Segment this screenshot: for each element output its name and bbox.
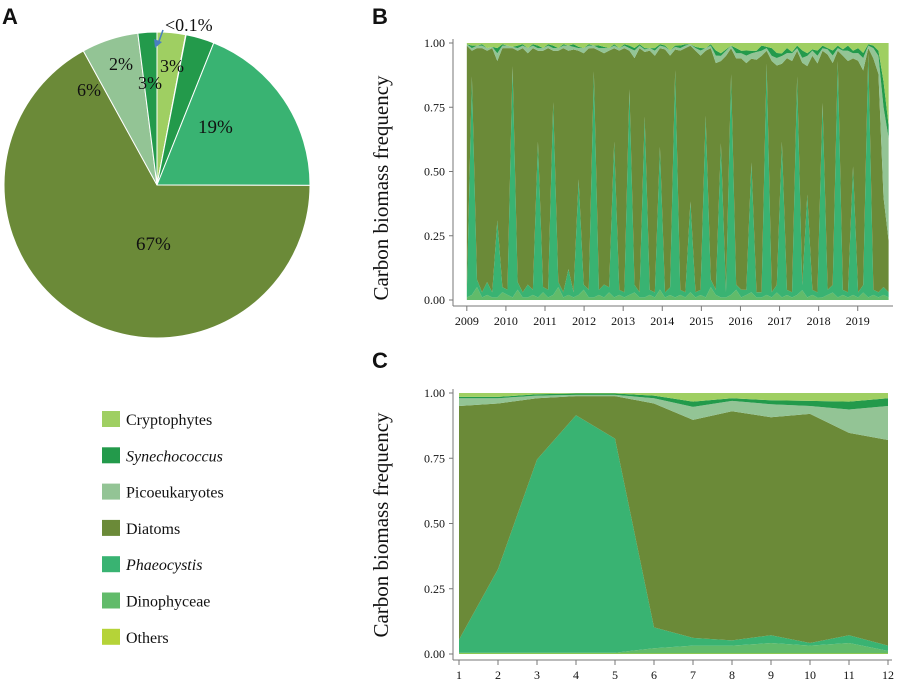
c-area-picoeukaryotes — [459, 394, 888, 440]
legend-label-picoeukaryotes: Picoeukaryotes — [126, 485, 224, 502]
b-ytick-label: 1.00 — [424, 36, 445, 50]
c-xtick-label: 2 — [495, 668, 501, 682]
b-area-phaeocystis — [466, 53, 889, 298]
c-xtick-label: 3 — [534, 668, 540, 682]
b-area-dinophyceae — [466, 287, 889, 300]
c-area-dinophyceae — [459, 643, 888, 654]
panel-b-area-chart: 0.00 0.25 0.50 0.75 1.00 2009 2010 2011 2012 2013… — [369, 36, 893, 328]
c-area-cryptophytes — [459, 393, 888, 402]
legend-label-others: Others — [126, 630, 169, 647]
c-ytick-label: 1.00 — [424, 386, 445, 400]
legend-label-cryptophytes: Cryptophytes — [126, 412, 212, 429]
b-xtick-label: 2018 — [807, 314, 831, 328]
pie-slice-phaeocystis-3 — [156, 42, 311, 186]
b-xtick-label: 2012 — [572, 314, 596, 328]
c-xtick-label: 4 — [573, 668, 579, 682]
panel-letter-c: C — [372, 348, 388, 373]
c-ytick-label: 0.75 — [424, 451, 445, 465]
c-xtick-label: 1 — [456, 668, 462, 682]
c-xtick-label: 8 — [729, 668, 735, 682]
c-ytick-label: 0.25 — [424, 582, 445, 596]
b-xtick-label: 2010 — [494, 314, 518, 328]
b-ytick-label: 0.75 — [424, 100, 445, 114]
pie-slice-diatoms-4 — [3, 50, 311, 339]
c-ytick-label: 0.00 — [424, 647, 445, 661]
b-xtick-label: 2009 — [455, 314, 479, 328]
pie-label-others-tiny: <0.1% — [165, 15, 213, 35]
legend: Cryptophytes Synechococcus Picoeukaryotes D… — [102, 411, 224, 647]
b-areas — [466, 43, 889, 300]
c-xtick-label: 5 — [612, 668, 618, 682]
c-axes: 0.000.250.500.751.001 2 3 4 5 6 7 8 9 10 11 12 — [424, 386, 894, 682]
pie-chart — [3, 31, 311, 339]
legend-swatch-phaeocystis — [102, 556, 120, 573]
legend-swatch-dinophyceae — [102, 592, 120, 609]
b-xtick-label: 2019 — [846, 314, 870, 328]
pie-labels: <0.1% 2% 3% 3% 6% 19% 67% — [77, 15, 233, 255]
b-xtick-label: 2016 — [728, 314, 752, 328]
c-area-others — [459, 653, 888, 654]
pie-callout-arrow — [154, 29, 164, 48]
c-area-synechococcus — [459, 393, 888, 410]
b-xtick-label: 2015 — [689, 314, 713, 328]
pie-label-cryptophytes: 3% — [138, 73, 162, 93]
b-ylabel: Carbon biomass frequency — [369, 75, 393, 301]
legend-swatch-cryptophytes — [102, 411, 120, 427]
legend-swatch-diatoms — [102, 519, 120, 536]
b-xtick-label: 2014 — [650, 314, 674, 328]
c-xtick-label: 11 — [843, 668, 855, 682]
legend-swatch-synechococcus — [102, 447, 120, 464]
pie-label-synechococcus: 2% — [109, 54, 133, 74]
pie-label-phaeocystis: 19% — [198, 117, 233, 138]
c-xtick-label: 6 — [651, 668, 657, 682]
c-xtick-label: 12 — [882, 668, 894, 682]
legend-label-phaeocystis: Phaeocystis — [125, 557, 202, 574]
c-area-phaeocystis — [459, 415, 888, 653]
c-ylabel: Carbon biomass frequency — [369, 412, 393, 638]
pie-label-diatoms: 67% — [136, 234, 171, 255]
c-xtick-label: 7 — [690, 668, 696, 682]
b-xtick-label: 2017 — [768, 314, 792, 328]
b-ytick-label: 0.00 — [424, 293, 445, 307]
legend-label-diatoms: Diatoms — [126, 521, 180, 538]
c-xtick-label: 9 — [768, 668, 774, 682]
legend-label-synechococcus: Synechococcus — [126, 448, 223, 465]
c-area-diatoms — [459, 396, 888, 646]
c-ytick-label: 0.50 — [424, 517, 445, 531]
b-ytick-label: 0.25 — [424, 229, 445, 243]
b-ytick-label: 0.50 — [424, 165, 445, 179]
panel-letter-b: B — [372, 4, 388, 29]
legend-label-dinophyceae: Dinophyceae — [126, 594, 210, 611]
c-xtick-label: 10 — [804, 668, 816, 682]
pie-label-synechococcus-2: 3% — [160, 56, 184, 76]
pie-label-picoeukaryotes: 6% — [77, 80, 101, 100]
pie-slice-synechococcus-6 — [137, 31, 158, 186]
b-area-diatoms — [466, 45, 889, 293]
panel-letter-a: A — [2, 4, 18, 29]
b-xtick-label: 2011 — [533, 314, 557, 328]
c-areas — [459, 393, 888, 654]
b-xtick-label: 2013 — [611, 314, 635, 328]
b-axes: 0.00 0.25 0.50 0.75 1.00 2009 2010 2011 2012 2013… — [424, 36, 893, 328]
panel-c-area-chart: 0.000.250.500.751.001 2 3 4 5 6 7 8 9 10 11 12 Carb… — [369, 386, 894, 682]
legend-swatch-picoeukaryotes — [102, 483, 120, 500]
legend-swatch-others — [102, 628, 120, 645]
